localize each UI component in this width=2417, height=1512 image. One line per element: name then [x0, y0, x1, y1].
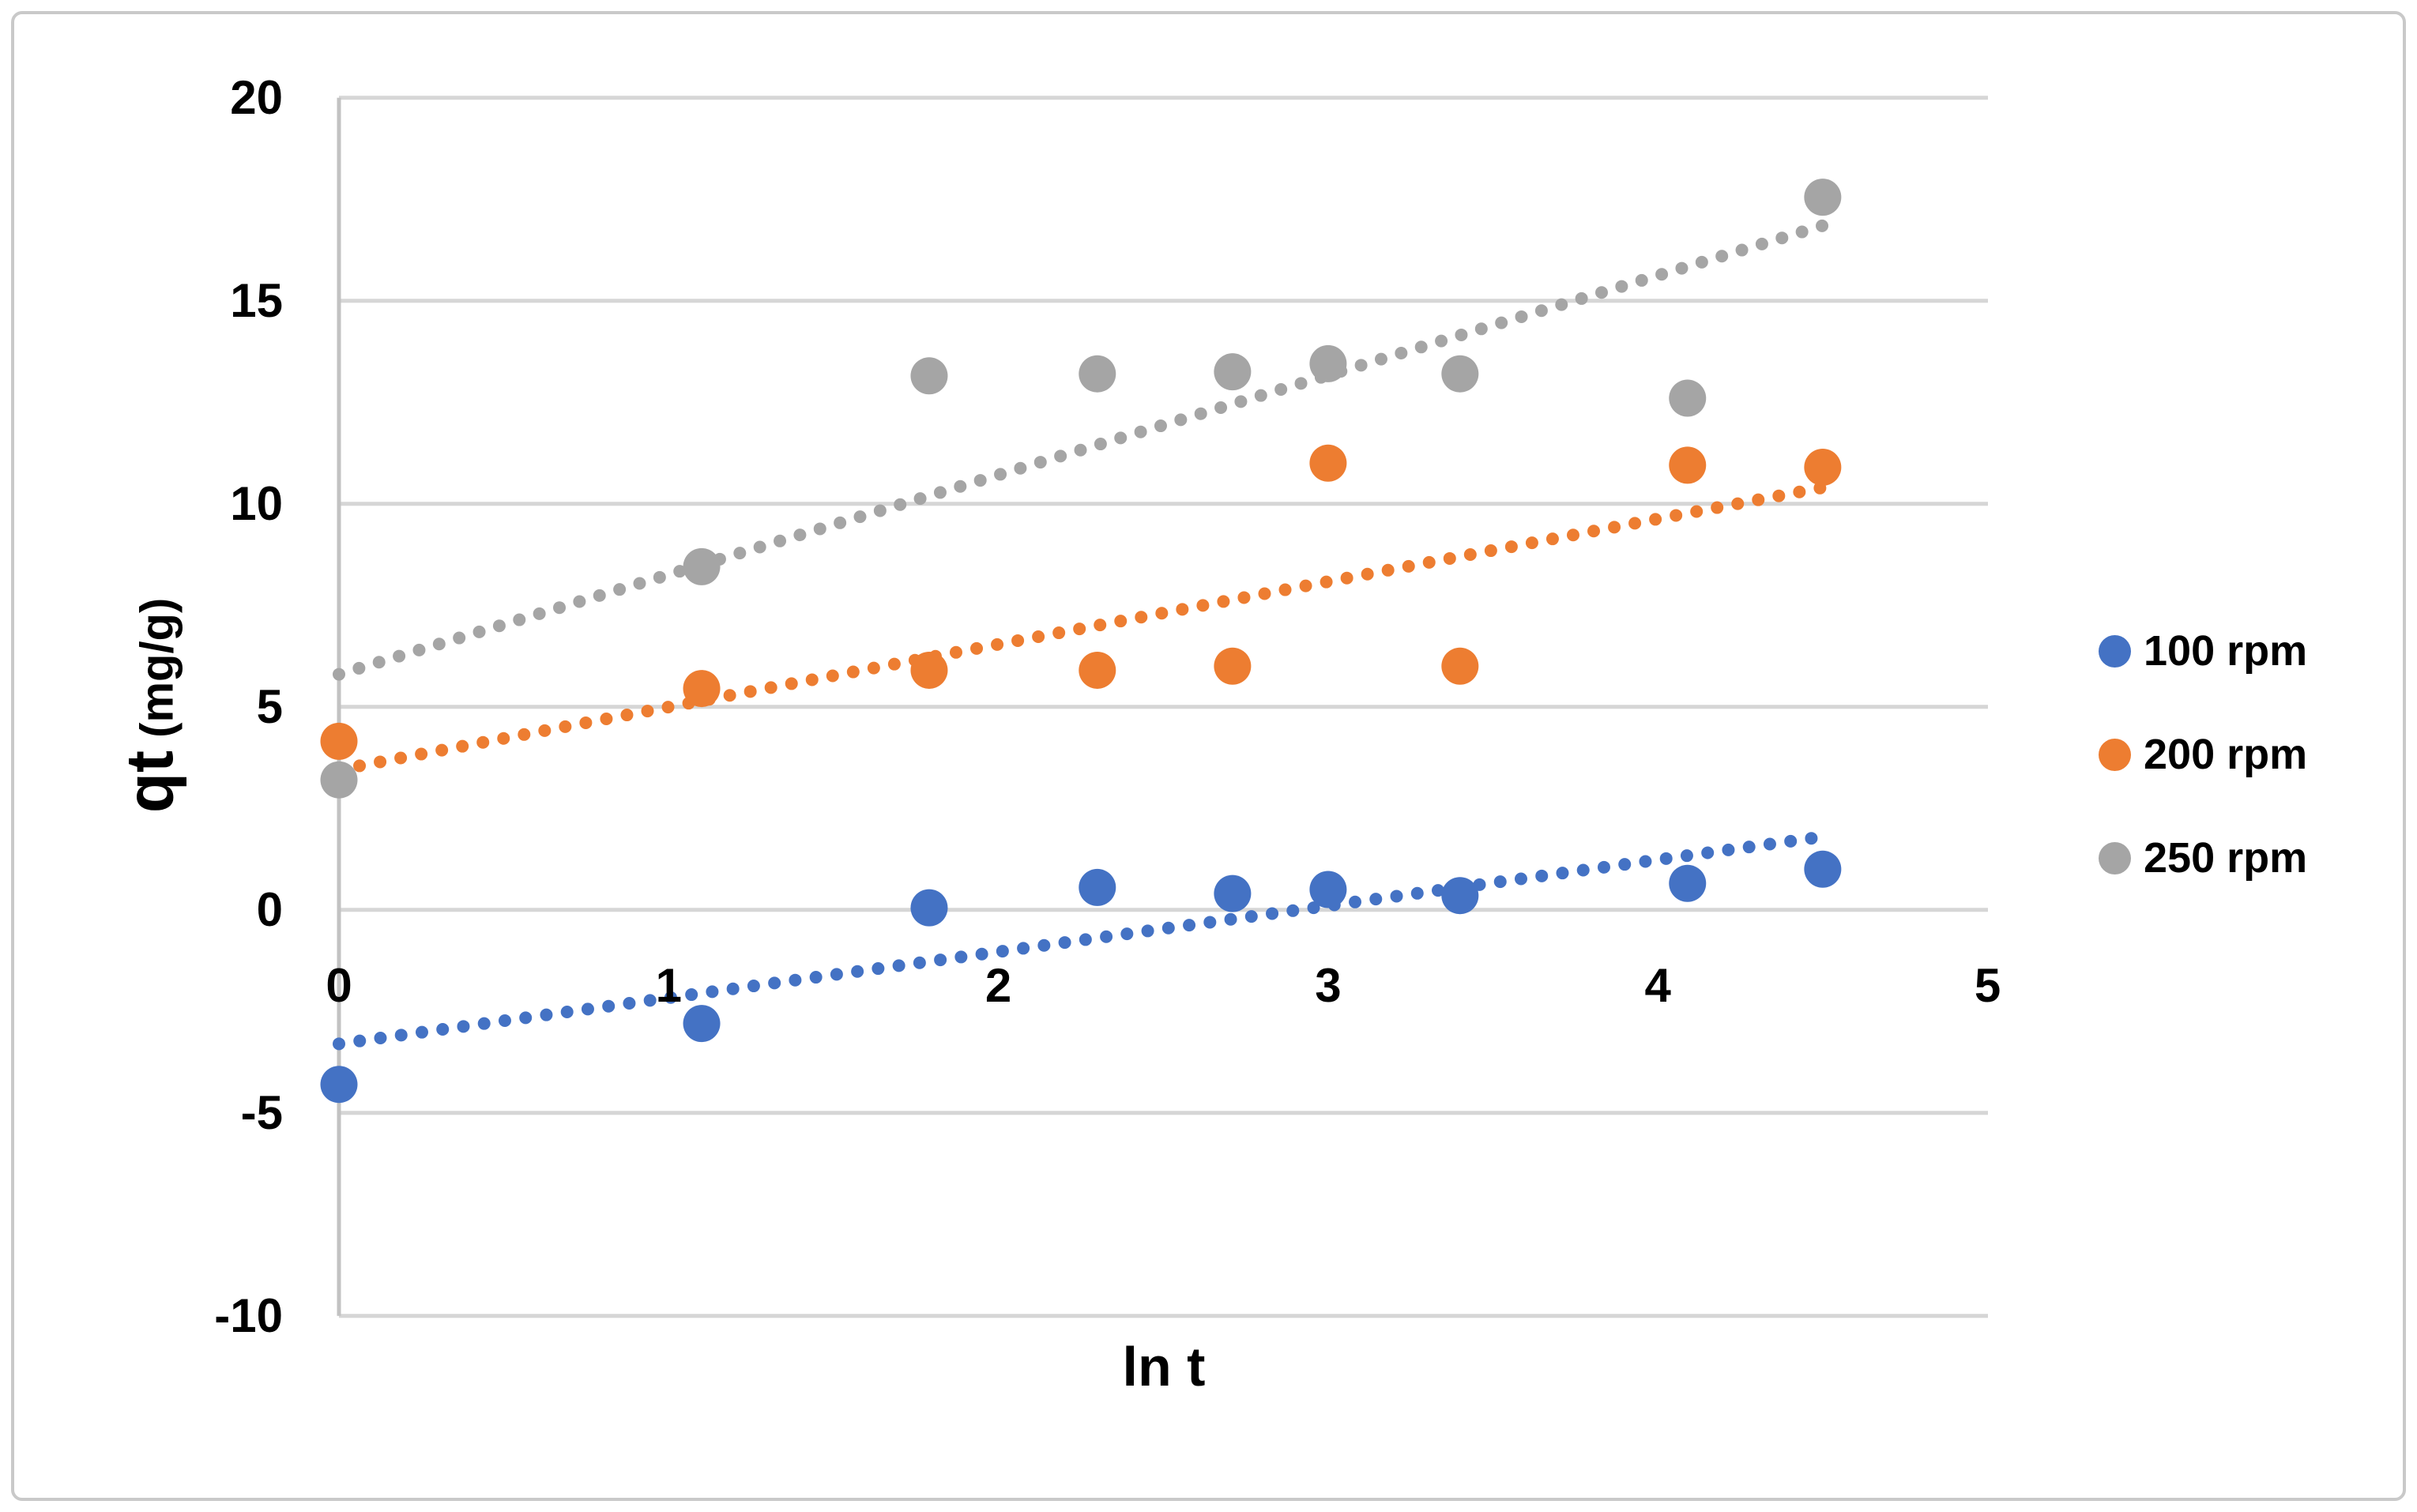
- data-point-100-rpm: [1669, 864, 1707, 902]
- data-point-200-rpm: [1669, 446, 1707, 484]
- data-point-250-rpm: [1214, 353, 1252, 391]
- data-point-200-rpm: [1804, 448, 1842, 486]
- legend-label: 250 rpm: [2144, 834, 2308, 882]
- x-tick-label-3: 3: [1315, 959, 1342, 1012]
- legend-marker-icon: [2099, 842, 2131, 874]
- legend-item-100-rpm: 100 rpm: [2099, 627, 2308, 675]
- legend-label: 200 rpm: [2144, 731, 2308, 778]
- y-axis-title-unit-text: (mg/g): [131, 597, 183, 738]
- legend-item-200-rpm: 200 rpm: [2099, 731, 2308, 778]
- data-point-100-rpm: [1309, 871, 1347, 908]
- y-tick-label-10: 10: [230, 476, 283, 530]
- data-point-100-rpm: [1804, 850, 1842, 888]
- data-point-100-rpm: [1214, 874, 1252, 912]
- data-point-250-rpm: [1079, 355, 1116, 393]
- x-tick-label-2: 2: [984, 959, 1012, 1012]
- x-tick-label-4: 4: [1644, 959, 1671, 1012]
- legend-marker-icon: [2099, 739, 2131, 771]
- x-tick-label-1: 1: [655, 959, 682, 1012]
- data-point-250-rpm: [1804, 179, 1842, 216]
- trendline-100-rpm: [333, 830, 1829, 1051]
- data-point-250-rpm: [1441, 355, 1479, 393]
- data-point-200-rpm: [910, 651, 948, 689]
- data-point-100-rpm: [1079, 868, 1116, 906]
- y-tick-label--5: -5: [240, 1085, 283, 1139]
- data-point-200-rpm: [1079, 651, 1116, 689]
- data-point-100-rpm: [910, 889, 948, 927]
- data-point-250-rpm: [320, 761, 358, 799]
- y-tick-label-0: 0: [256, 882, 283, 936]
- y-axis-title: qt (mg/g): [112, 598, 189, 814]
- y-tick-label-20: 20: [230, 70, 283, 124]
- y-tick-label-15: 15: [230, 273, 283, 327]
- y-tick-label--10: -10: [214, 1288, 283, 1342]
- data-point-250-rpm: [910, 357, 948, 395]
- y-tick-label-5: 5: [256, 679, 283, 733]
- data-point-200-rpm: [1441, 647, 1479, 685]
- legend-marker-icon: [2099, 635, 2131, 668]
- legend-item-250-rpm: 250 rpm: [2099, 834, 2308, 882]
- data-point-250-rpm: [1309, 344, 1347, 382]
- x-axis-title: ln t: [1122, 1336, 1206, 1397]
- legend: 100 rpm 200 rpm 250 rpm: [2099, 627, 2308, 882]
- data-point-200-rpm: [1309, 444, 1347, 482]
- x-tick-label-0: 0: [326, 959, 352, 1012]
- data-point-100-rpm: [320, 1066, 358, 1104]
- x-tick-label-5: 5: [1974, 959, 2001, 1012]
- data-point-200-rpm: [320, 722, 358, 760]
- data-point-200-rpm: [683, 670, 721, 708]
- legend-label: 100 rpm: [2144, 627, 2308, 675]
- trendline-200-rpm: [333, 481, 1829, 777]
- data-point-250-rpm: [1669, 379, 1707, 417]
- data-point-100-rpm: [1441, 877, 1479, 915]
- y-axis-title-main: qt: [112, 750, 187, 814]
- y-axis-title-unit: [132, 738, 183, 750]
- trendline-250-rpm: [333, 219, 1829, 681]
- data-point-250-rpm: [683, 547, 721, 585]
- data-point-100-rpm: [683, 1005, 721, 1043]
- data-point-200-rpm: [1214, 647, 1252, 685]
